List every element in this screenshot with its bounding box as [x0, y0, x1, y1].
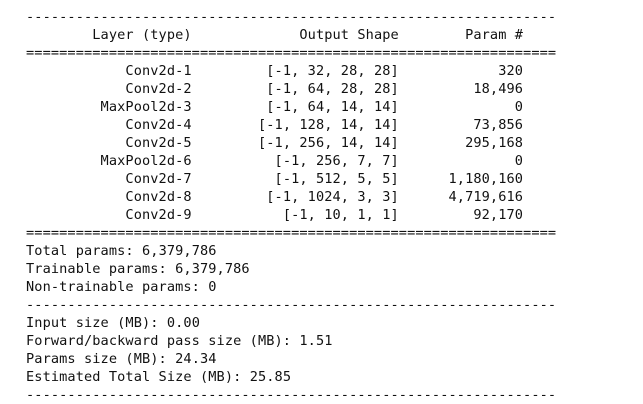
- layer-output-shape: [-1, 256, 14, 14]: [191, 135, 399, 151]
- size-total-line: Forward/backward pass size (MB): 1.51: [26, 332, 556, 350]
- layer-param-count: 0: [398, 99, 524, 115]
- layer-output-shape: [-1, 1024, 3, 3]: [191, 189, 399, 205]
- layer-row: Conv2d-9 [-1, 10, 1, 1] 92,170: [26, 206, 556, 224]
- layer-output-shape: [-1, 64, 14, 14]: [191, 99, 399, 115]
- param-total-label: Non-trainable params:: [26, 279, 200, 295]
- param-totals: Total params: 6,379,786 Trainable params:…: [26, 242, 556, 296]
- col-header-layer: Layer (type): [26, 27, 192, 43]
- dashed-separator: ----------------------------------------…: [26, 387, 557, 403]
- layer-param-count: 295,168: [398, 135, 524, 151]
- layer-param-count: 18,496: [398, 81, 524, 97]
- layer-row: Conv2d-2 [-1, 64, 28, 28] 18,496: [26, 80, 556, 98]
- param-total-value: 0: [208, 279, 217, 295]
- double-separator: ========================================…: [26, 225, 557, 241]
- layer-output-shape: [-1, 512, 5, 5]: [191, 171, 399, 187]
- param-total-line: Trainable params: 6,379,786: [26, 260, 556, 278]
- layer-param-count: 320: [398, 63, 524, 79]
- param-total-line: Total params: 6,379,786: [26, 242, 556, 260]
- size-total-line: Params size (MB): 24.34: [26, 350, 556, 368]
- param-total-value: 6,379,786: [175, 261, 250, 277]
- param-total-line: Non-trainable params: 0: [26, 278, 556, 296]
- size-total-value: 25.85: [249, 369, 292, 385]
- layer-param-count: 92,170: [398, 207, 524, 223]
- layer-row: Conv2d-1 [-1, 32, 28, 28] 320: [26, 62, 556, 80]
- dashed-separator: ----------------------------------------…: [26, 9, 557, 25]
- layer-row: MaxPool2d-3 [-1, 64, 14, 14] 0: [26, 98, 556, 116]
- double-separator: ========================================…: [26, 45, 557, 61]
- layer-row: Conv2d-7 [-1, 512, 5, 5] 1,180,160: [26, 170, 556, 188]
- layer-name: Conv2d-4: [26, 117, 192, 133]
- size-total-label: Params size (MB):: [26, 351, 167, 367]
- header-row: Layer (type) Output Shape Param #: [26, 26, 556, 44]
- layer-output-shape: [-1, 10, 1, 1]: [191, 207, 399, 223]
- model-summary: ----------------------------------------…: [26, 8, 556, 404]
- layer-name: MaxPool2d-6: [26, 153, 192, 169]
- layer-name: Conv2d-7: [26, 171, 192, 187]
- layer-output-shape: [-1, 256, 7, 7]: [191, 153, 399, 169]
- layer-name: Conv2d-2: [26, 81, 192, 97]
- layer-name: Conv2d-1: [26, 63, 192, 79]
- size-total-line: Input size (MB): 0.00: [26, 314, 556, 332]
- dashed-separator: ----------------------------------------…: [26, 297, 557, 313]
- layer-param-count: 73,856: [398, 117, 524, 133]
- size-total-label: Estimated Total Size (MB):: [26, 369, 242, 385]
- layer-name: Conv2d-9: [26, 207, 192, 223]
- size-totals: Input size (MB): 0.00 Forward/backward pa…: [26, 314, 556, 386]
- layer-name: Conv2d-8: [26, 189, 192, 205]
- param-total-value: 6,379,786: [142, 243, 217, 259]
- layer-row: MaxPool2d-6 [-1, 256, 7, 7] 0: [26, 152, 556, 170]
- layer-row: Conv2d-4 [-1, 128, 14, 14] 73,856: [26, 116, 556, 134]
- size-total-label: Forward/backward pass size (MB):: [26, 333, 292, 349]
- size-total-label: Input size (MB):: [26, 315, 159, 331]
- col-header-shape: Output Shape: [191, 27, 399, 43]
- layer-output-shape: [-1, 32, 28, 28]: [191, 63, 399, 79]
- layer-param-count: 0: [398, 153, 524, 169]
- layer-row: Conv2d-5 [-1, 256, 14, 14] 295,168: [26, 134, 556, 152]
- layer-name: Conv2d-5: [26, 135, 192, 151]
- col-header-params: Param #: [398, 27, 524, 43]
- layer-param-count: 1,180,160: [398, 171, 524, 187]
- param-total-label: Total params:: [26, 243, 134, 259]
- layer-rows: Conv2d-1 [-1, 32, 28, 28] 320 Conv2d-2 […: [26, 62, 556, 224]
- layer-param-count: 4,719,616: [398, 189, 524, 205]
- size-total-value: 1.51: [299, 333, 333, 349]
- size-total-value: 24.34: [175, 351, 217, 367]
- layer-output-shape: [-1, 128, 14, 14]: [191, 117, 399, 133]
- param-total-label: Trainable params:: [26, 261, 167, 277]
- layer-row: Conv2d-8 [-1, 1024, 3, 3] 4,719,616: [26, 188, 556, 206]
- size-total-line: Estimated Total Size (MB): 25.85: [26, 368, 556, 386]
- size-total-value: 0.00: [166, 315, 200, 331]
- layer-output-shape: [-1, 64, 28, 28]: [191, 81, 399, 97]
- layer-name: MaxPool2d-3: [26, 99, 192, 115]
